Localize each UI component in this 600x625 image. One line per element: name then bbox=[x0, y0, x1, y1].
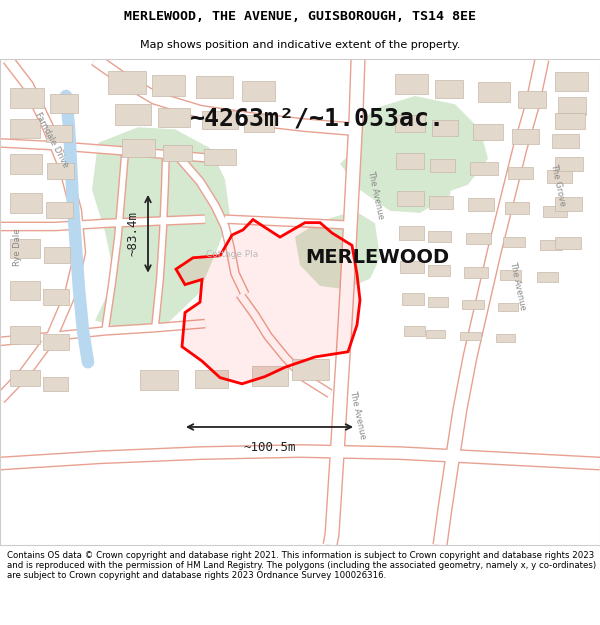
Polygon shape bbox=[508, 167, 533, 179]
Text: The Grove: The Grove bbox=[549, 162, 567, 207]
Polygon shape bbox=[400, 261, 424, 274]
Polygon shape bbox=[176, 219, 360, 384]
Polygon shape bbox=[292, 359, 329, 380]
Polygon shape bbox=[555, 156, 583, 171]
Polygon shape bbox=[10, 154, 42, 174]
Text: The Avenue: The Avenue bbox=[508, 261, 527, 311]
Polygon shape bbox=[478, 82, 510, 102]
Text: ~4263m²/~1.053ac.: ~4263m²/~1.053ac. bbox=[190, 107, 445, 131]
Text: Contains OS data © Crown copyright and database right 2021. This information is : Contains OS data © Crown copyright and d… bbox=[7, 551, 596, 581]
Polygon shape bbox=[473, 124, 503, 140]
Polygon shape bbox=[466, 232, 491, 244]
Polygon shape bbox=[432, 120, 458, 136]
Polygon shape bbox=[46, 202, 73, 218]
Text: Cottage Pla: Cottage Pla bbox=[206, 250, 258, 259]
Polygon shape bbox=[555, 112, 585, 129]
Polygon shape bbox=[552, 134, 579, 148]
Polygon shape bbox=[555, 198, 582, 211]
Polygon shape bbox=[498, 302, 518, 311]
Polygon shape bbox=[204, 149, 236, 165]
Polygon shape bbox=[350, 96, 488, 195]
Text: Farndale Drive: Farndale Drive bbox=[34, 111, 70, 169]
Polygon shape bbox=[10, 119, 40, 138]
Polygon shape bbox=[402, 293, 424, 305]
Polygon shape bbox=[555, 237, 581, 249]
Polygon shape bbox=[10, 88, 44, 109]
Polygon shape bbox=[428, 298, 448, 307]
Polygon shape bbox=[44, 248, 70, 263]
Polygon shape bbox=[429, 196, 453, 209]
Polygon shape bbox=[462, 299, 484, 309]
Polygon shape bbox=[195, 369, 228, 388]
Polygon shape bbox=[518, 91, 546, 109]
Polygon shape bbox=[460, 332, 481, 340]
Polygon shape bbox=[540, 240, 562, 251]
Polygon shape bbox=[503, 237, 525, 248]
Polygon shape bbox=[43, 289, 69, 305]
Text: Map shows position and indicative extent of the property.: Map shows position and indicative extent… bbox=[140, 39, 460, 49]
Polygon shape bbox=[152, 75, 185, 96]
Polygon shape bbox=[10, 281, 40, 299]
Polygon shape bbox=[430, 159, 455, 172]
Polygon shape bbox=[547, 170, 572, 182]
Polygon shape bbox=[43, 377, 68, 391]
Polygon shape bbox=[464, 268, 488, 278]
Polygon shape bbox=[10, 369, 40, 386]
Polygon shape bbox=[46, 125, 72, 142]
Polygon shape bbox=[340, 127, 455, 213]
Polygon shape bbox=[399, 226, 424, 240]
Polygon shape bbox=[537, 272, 558, 282]
Polygon shape bbox=[252, 366, 288, 386]
Text: ~100.5m: ~100.5m bbox=[243, 441, 296, 454]
Polygon shape bbox=[505, 202, 529, 214]
Polygon shape bbox=[244, 115, 274, 132]
Polygon shape bbox=[496, 334, 515, 342]
Polygon shape bbox=[396, 153, 424, 169]
Polygon shape bbox=[10, 239, 40, 258]
Polygon shape bbox=[115, 104, 151, 125]
Polygon shape bbox=[555, 72, 588, 91]
Polygon shape bbox=[428, 265, 450, 276]
Polygon shape bbox=[163, 145, 192, 161]
Polygon shape bbox=[196, 76, 233, 98]
Polygon shape bbox=[470, 162, 498, 175]
Polygon shape bbox=[426, 330, 445, 338]
Text: Rye Dale: Rye Dale bbox=[14, 229, 23, 266]
Polygon shape bbox=[295, 211, 380, 289]
Polygon shape bbox=[558, 97, 586, 115]
Polygon shape bbox=[543, 206, 567, 217]
Polygon shape bbox=[435, 80, 463, 98]
Polygon shape bbox=[428, 231, 451, 242]
Polygon shape bbox=[140, 369, 178, 391]
Polygon shape bbox=[10, 193, 42, 213]
Polygon shape bbox=[500, 271, 521, 280]
Polygon shape bbox=[50, 94, 78, 112]
Text: ~83.4m: ~83.4m bbox=[127, 211, 139, 256]
Polygon shape bbox=[47, 162, 74, 179]
Text: The Avenue: The Avenue bbox=[366, 170, 385, 221]
Polygon shape bbox=[158, 109, 190, 127]
Polygon shape bbox=[404, 326, 425, 336]
Polygon shape bbox=[395, 115, 425, 132]
Polygon shape bbox=[108, 71, 146, 94]
Polygon shape bbox=[92, 127, 230, 331]
Text: MERLEWOOD: MERLEWOOD bbox=[305, 248, 449, 268]
Text: The Avenue: The Avenue bbox=[348, 389, 367, 440]
Polygon shape bbox=[43, 334, 69, 350]
Polygon shape bbox=[512, 129, 539, 144]
Polygon shape bbox=[468, 198, 494, 211]
Polygon shape bbox=[397, 191, 424, 206]
Polygon shape bbox=[122, 139, 155, 156]
Polygon shape bbox=[10, 326, 40, 344]
Text: MERLEWOOD, THE AVENUE, GUISBOROUGH, TS14 8EE: MERLEWOOD, THE AVENUE, GUISBOROUGH, TS14… bbox=[124, 10, 476, 23]
Polygon shape bbox=[395, 74, 428, 94]
Polygon shape bbox=[242, 81, 275, 101]
Polygon shape bbox=[202, 111, 238, 129]
